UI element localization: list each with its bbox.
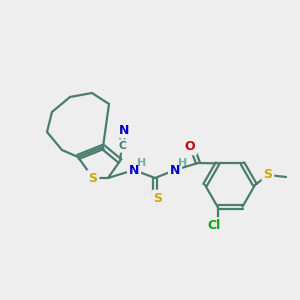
Text: H: H (137, 158, 147, 168)
Text: Cl: Cl (208, 219, 221, 232)
Text: N: N (119, 124, 129, 136)
Text: S: S (154, 191, 163, 205)
Text: H: H (178, 158, 188, 168)
Text: N: N (129, 164, 139, 176)
Text: N: N (170, 164, 180, 176)
Text: C: C (119, 141, 127, 151)
Text: O: O (185, 140, 195, 154)
Text: S: S (263, 169, 272, 182)
Text: S: S (88, 172, 98, 184)
